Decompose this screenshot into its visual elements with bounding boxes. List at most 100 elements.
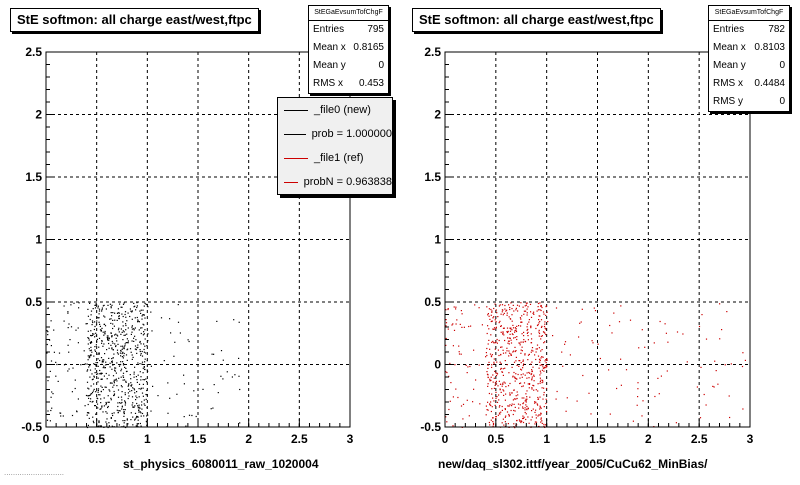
scatter-point <box>97 377 99 379</box>
scatter-point <box>123 425 125 427</box>
scatter-point <box>106 378 108 380</box>
scatter-point <box>536 344 539 346</box>
scatter-point <box>143 324 145 326</box>
scatter-point <box>137 346 139 348</box>
scatter-point <box>490 376 492 378</box>
scatter-point <box>118 327 120 329</box>
scatter-point <box>543 387 545 389</box>
scatter-point <box>97 307 99 309</box>
scatter-point <box>504 399 506 401</box>
scatter-point <box>536 348 538 350</box>
scatter-point <box>526 329 528 331</box>
scatter-point <box>133 337 135 339</box>
scatter-point <box>491 388 493 390</box>
scatter-point <box>128 383 130 385</box>
scatter-point <box>446 421 448 423</box>
scatter-point <box>137 320 139 322</box>
scatter-point <box>613 312 615 314</box>
scatter-point <box>462 403 465 405</box>
scatter-point <box>525 304 527 306</box>
panel2-stats-label: Mean x <box>713 42 746 53</box>
scatter-point <box>110 397 112 399</box>
scatter-point <box>130 310 132 312</box>
scatter-point <box>118 424 120 426</box>
scatter-point <box>530 342 533 344</box>
scatter-point <box>122 321 124 323</box>
scatter-point <box>84 405 86 407</box>
scatter-point <box>114 420 116 422</box>
scatter-point <box>130 419 132 421</box>
scatter-point <box>141 361 144 363</box>
scatter-point <box>562 365 564 367</box>
y-tick-label: -0.5 <box>21 420 42 434</box>
scatter-point <box>87 330 89 332</box>
scatter-point <box>136 415 138 417</box>
scatter-point <box>531 338 533 340</box>
scatter-point <box>517 310 519 312</box>
scatter-point <box>463 326 465 328</box>
legend-line-red <box>284 157 308 159</box>
scatter-point <box>580 321 582 323</box>
scatter-point <box>134 418 136 420</box>
scatter-point <box>233 319 235 321</box>
scatter-point <box>534 354 536 356</box>
scatter-point <box>505 310 507 312</box>
scatter-point <box>117 335 119 337</box>
scatter-point <box>134 392 136 394</box>
scatter-point <box>234 374 236 376</box>
legend-label: probN = 0.963838 <box>303 176 392 188</box>
scatter-point <box>523 416 525 418</box>
legend-line-black <box>284 133 306 135</box>
scatter-point <box>481 324 483 326</box>
scatter-point <box>134 366 136 368</box>
scatter-point <box>490 356 493 358</box>
scatter-point <box>492 374 494 376</box>
scatter-point <box>47 307 49 309</box>
scatter-point <box>510 409 512 412</box>
scatter-point <box>536 403 538 405</box>
scatter-point <box>450 382 452 384</box>
panel1-stats-header: StEGaEvsumTofChgF <box>309 6 388 21</box>
scatter-point <box>535 327 537 330</box>
scatter-point <box>524 341 527 343</box>
scatter-point <box>107 395 109 397</box>
scatter-point <box>141 408 143 410</box>
scatter-point <box>146 424 148 426</box>
scatter-point <box>502 331 504 333</box>
scatter-point <box>524 374 526 376</box>
scatter-point <box>124 401 126 403</box>
scatter-point <box>140 309 142 311</box>
scatter-point <box>455 308 457 310</box>
scatter-point <box>520 420 522 422</box>
scatter-point <box>519 360 521 362</box>
scatter-point <box>90 398 92 400</box>
scatter-point <box>705 404 707 406</box>
scatter-point <box>666 370 668 372</box>
y-tick-label: 0 <box>434 358 441 372</box>
scatter-point <box>503 424 505 426</box>
scatter-point <box>541 382 543 384</box>
scatter-point <box>496 401 499 403</box>
scatter-point <box>546 311 548 313</box>
scatter-point <box>490 308 492 311</box>
scatter-point <box>508 415 510 417</box>
scatter-point <box>98 337 101 339</box>
scatter-point <box>51 391 53 393</box>
scatter-point <box>131 358 133 360</box>
scatter-point <box>114 367 116 369</box>
scatter-point <box>85 323 87 325</box>
scatter-point <box>541 335 543 337</box>
scatter-point <box>468 415 470 417</box>
scatter-point <box>109 362 111 364</box>
scatter-point <box>106 412 108 414</box>
scatter-point <box>120 328 122 330</box>
scatter-point <box>445 322 448 324</box>
scatter-point <box>112 349 114 351</box>
scatter-point <box>99 408 101 410</box>
scatter-point <box>108 422 110 424</box>
scatter-point <box>46 419 49 421</box>
scatter-point <box>514 346 516 348</box>
scatter-point <box>509 327 511 329</box>
scatter-point <box>519 420 521 422</box>
scatter-point <box>86 363 88 365</box>
